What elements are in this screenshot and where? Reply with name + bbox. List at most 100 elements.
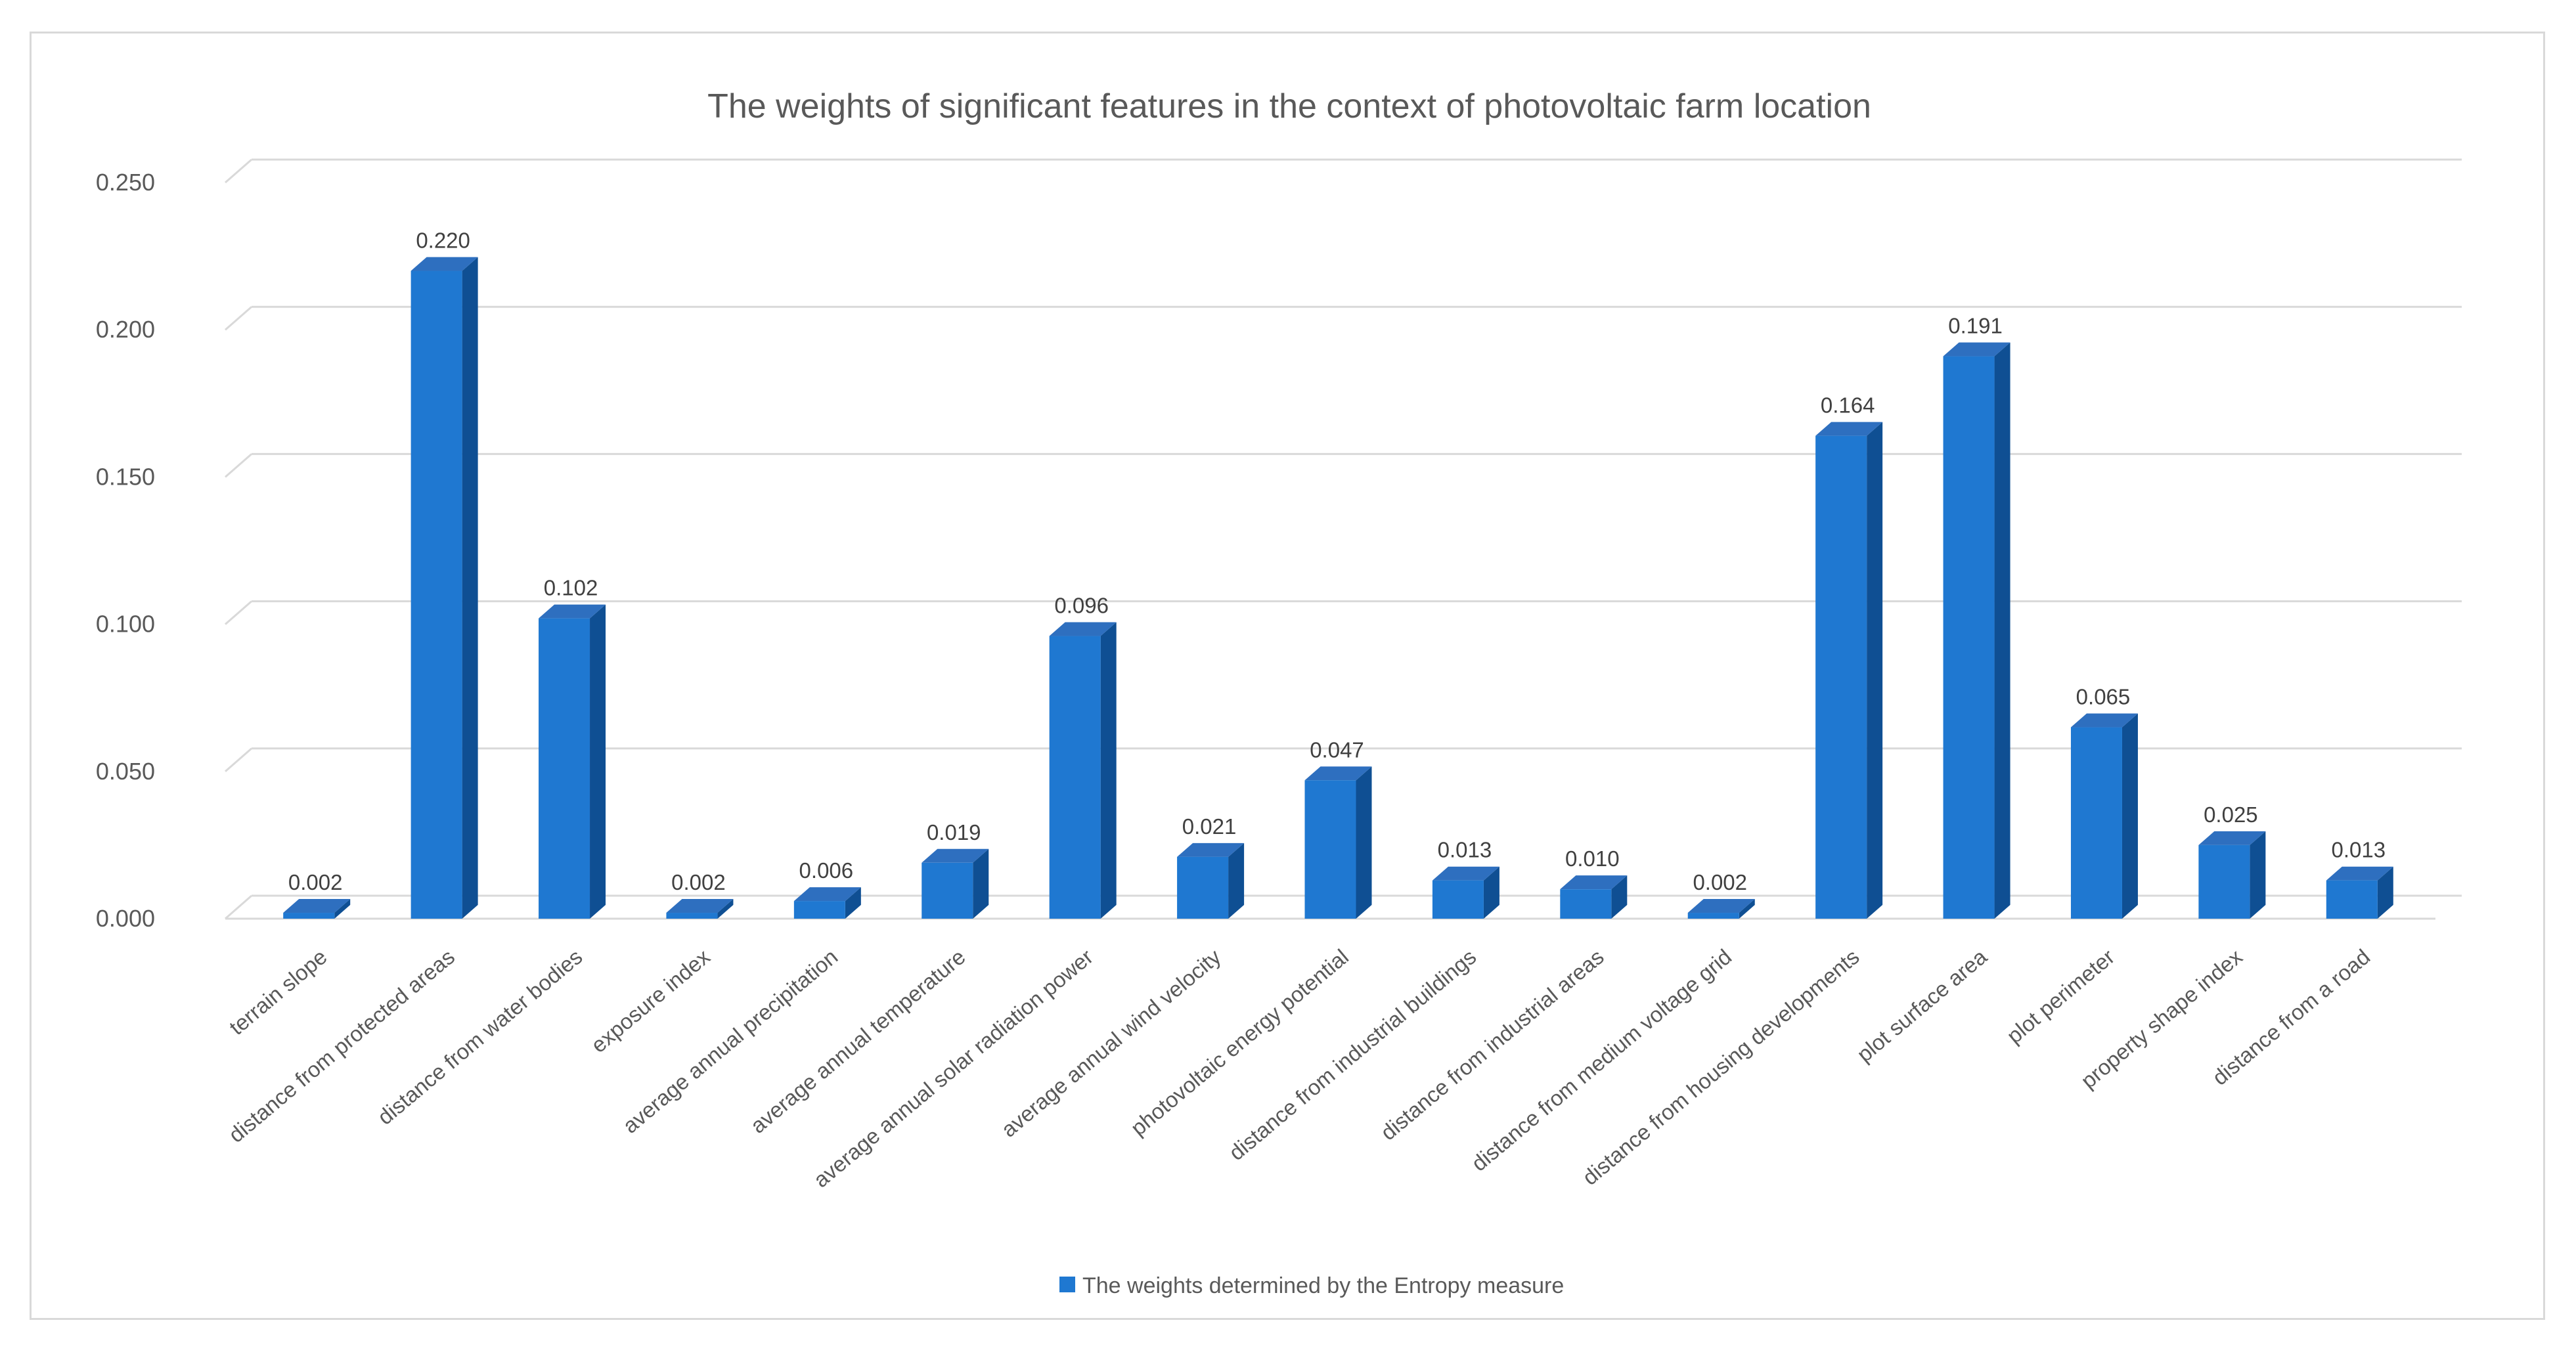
bar-top <box>1943 342 2010 357</box>
category-label: photovoltaic energy potential <box>1126 944 1353 1140</box>
category-label: exposure index <box>587 944 715 1058</box>
bar-top <box>1304 766 1372 781</box>
data-labels: 0.002 0.220 0.102 0.002 0.006 0.019 0.096 0.021… <box>288 229 2386 895</box>
bar <box>1815 422 1883 919</box>
bar-top <box>411 257 478 271</box>
bar-front <box>793 901 845 919</box>
bar-top <box>1177 843 1245 857</box>
bar-front <box>1049 636 1101 919</box>
category-label: average annual wind velocity <box>996 944 1226 1142</box>
bars <box>283 257 2393 919</box>
bar-front <box>2070 727 2122 919</box>
data-label: 0.002 <box>671 870 726 894</box>
data-label: 0.002 <box>288 870 343 894</box>
data-label: 0.047 <box>1310 737 1364 762</box>
bar-front <box>1943 356 1995 919</box>
bar-top <box>1432 866 1499 881</box>
bar-top <box>922 848 989 863</box>
bar <box>2198 831 2266 919</box>
chart-title: The weights of significant features in t… <box>707 87 1871 125</box>
category-label: average annual precipitation <box>618 944 842 1138</box>
bar <box>1943 342 2010 919</box>
bar-side <box>2121 713 2138 919</box>
category-label: average annual temperature <box>745 944 969 1138</box>
bar-front <box>1687 913 1739 919</box>
data-label: 0.220 <box>416 229 470 253</box>
legend-label: The weights determined by the Entropy me… <box>1082 1273 1564 1298</box>
bar-front <box>666 913 718 919</box>
bar-side <box>1867 422 1883 919</box>
category-label: plot perimeter <box>2002 944 2119 1048</box>
bar-top <box>2070 713 2138 728</box>
y-tick-label: 0.100 <box>96 611 155 638</box>
bar-side <box>1356 766 1372 919</box>
bar-side <box>334 899 351 919</box>
y-tick-label: 0.050 <box>96 758 155 785</box>
data-label: 0.065 <box>2076 685 2131 709</box>
data-label: 0.013 <box>1438 838 1492 862</box>
chart-frame: The weights of significant features in t… <box>30 32 2545 1320</box>
bar-top <box>1687 899 1755 913</box>
bar-side <box>1611 875 1628 919</box>
bar-top <box>1560 875 1628 890</box>
data-label: 0.102 <box>544 576 598 600</box>
bar-top <box>666 899 734 913</box>
category-label: distance from industrial areas <box>1376 944 1609 1145</box>
gridline-depth <box>225 894 252 920</box>
bar <box>2070 713 2138 919</box>
bar-side <box>2250 831 2266 919</box>
data-label: 0.096 <box>1054 594 1109 618</box>
bar-side <box>845 887 861 919</box>
data-label: 0.006 <box>799 858 854 883</box>
y-tick-label: 0.250 <box>96 169 155 196</box>
bar-top <box>2326 866 2393 881</box>
legend-swatch <box>1059 1277 1075 1292</box>
gridline-depth <box>225 453 252 478</box>
y-tick-label: 0.150 <box>96 463 155 490</box>
category-label: distance from water bodies <box>373 944 587 1129</box>
bar <box>539 604 606 919</box>
category-label: distance from protected areas <box>224 944 459 1147</box>
category-label: plot surface area <box>1852 944 1992 1067</box>
bar <box>666 899 734 919</box>
bar-side <box>462 257 478 919</box>
bar-front <box>2198 844 2250 919</box>
y-tick-label: 0.200 <box>96 316 155 343</box>
bar <box>1560 875 1628 919</box>
bar <box>1432 866 1499 919</box>
legend: The weights determined by the Entropy me… <box>1059 1273 1564 1298</box>
data-label: 0.010 <box>1565 846 1620 871</box>
category-label: distance from housing developments <box>1578 944 1864 1190</box>
y-tick-label: 0.000 <box>96 905 155 932</box>
data-label: 0.019 <box>927 820 981 844</box>
bar-side <box>973 848 989 919</box>
gridline-depth <box>225 306 252 331</box>
bar-top <box>793 887 861 902</box>
bar-chart: The weights of significant features in t… <box>96 87 2462 1298</box>
bar <box>1049 622 1117 919</box>
bar-side <box>1739 899 1755 919</box>
bar-front <box>1815 435 1867 919</box>
data-label: 0.021 <box>1182 814 1237 839</box>
category-label: terrain slope <box>225 944 332 1040</box>
bar-front <box>283 913 335 919</box>
bar-front <box>539 618 590 919</box>
gridline-depth <box>225 747 252 772</box>
gridline-depth <box>225 158 252 184</box>
bar-side <box>1994 342 2010 919</box>
bar <box>922 848 989 919</box>
bar-top <box>1815 422 1883 436</box>
data-label: 0.025 <box>2204 802 2258 827</box>
bar-side <box>717 899 734 919</box>
bar-top <box>2198 831 2266 845</box>
bar-top <box>283 899 351 913</box>
gridline-depth <box>225 600 252 625</box>
category-label: distance from industrial buildings <box>1224 944 1481 1165</box>
bar-front <box>1177 856 1229 919</box>
bar-side <box>1228 843 1245 919</box>
data-label: 0.191 <box>1948 314 2003 338</box>
bar <box>411 257 478 919</box>
bar <box>2326 866 2393 919</box>
data-label: 0.164 <box>1821 393 1875 418</box>
